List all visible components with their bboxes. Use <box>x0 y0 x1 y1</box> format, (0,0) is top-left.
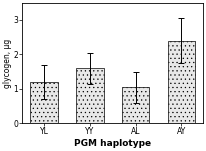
Bar <box>167 41 195 123</box>
Bar <box>76 68 104 123</box>
Bar <box>122 87 149 123</box>
Y-axis label: glycogen, µg: glycogen, µg <box>3 38 12 88</box>
X-axis label: PGM haplotype: PGM haplotype <box>74 139 151 148</box>
Bar <box>30 82 58 123</box>
